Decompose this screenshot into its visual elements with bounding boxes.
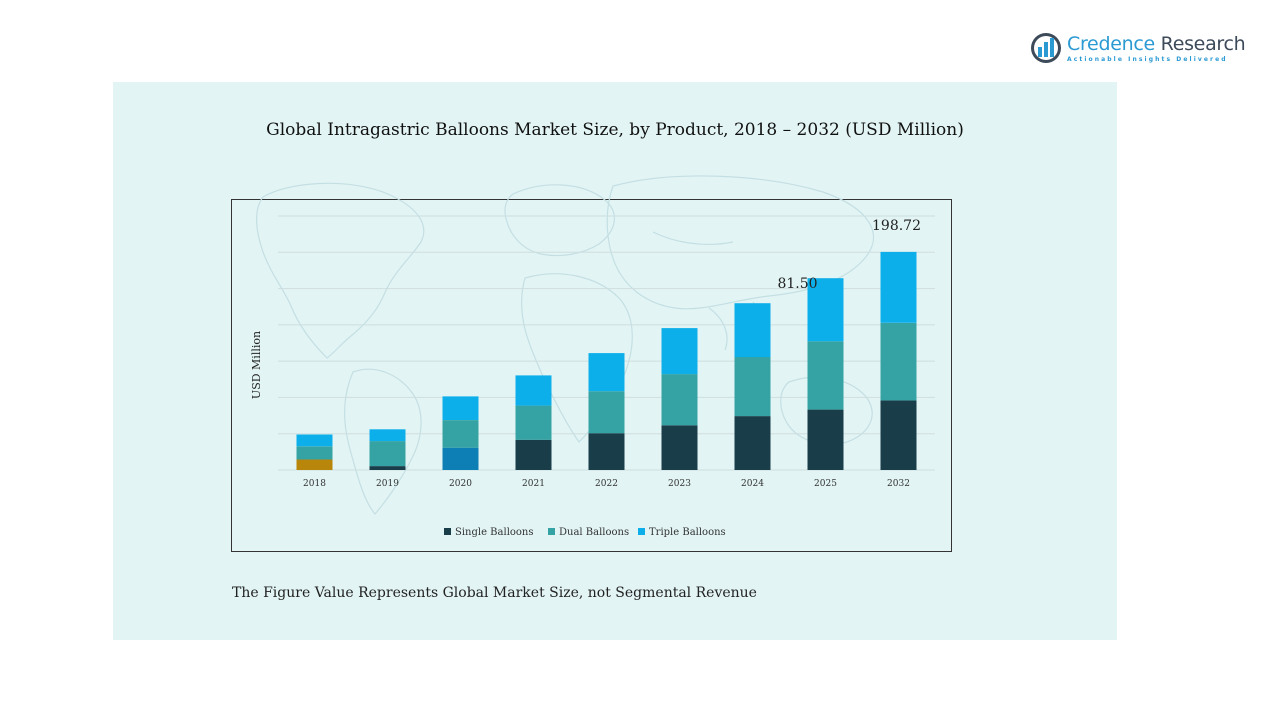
- x-tick-label: 2018: [303, 479, 326, 489]
- brand-name-part2: Research: [1160, 33, 1246, 55]
- bar-triple-balloons-2022: [588, 353, 625, 392]
- x-axis-ticks: 2018 2019 2020 2021 2022 2023 2024 2025 2032: [303, 479, 910, 489]
- bar-dual-balloons-2019: [369, 441, 406, 467]
- x-tick-label: 2019: [376, 479, 399, 489]
- bar-triple-balloons-2019: [369, 429, 406, 442]
- bar-dual-balloons-2021: [515, 405, 552, 440]
- bar-dual-balloons-2020: [442, 420, 479, 448]
- bar-triple-balloons-2025: [807, 278, 844, 342]
- x-tick-label: 2020: [449, 479, 472, 489]
- bar-triple-balloons-2021: [515, 375, 552, 406]
- brand-logo: Credence Research Actionable Insights De…: [1030, 32, 1246, 66]
- brand-name-part1: Credence: [1067, 33, 1155, 55]
- bar-dual-balloons-2018: [296, 446, 333, 460]
- legend-label-dual-balloons: Dual Balloons: [559, 527, 629, 538]
- bar-triple-balloons-2018: [296, 434, 333, 447]
- bar-triple-balloons-2020: [442, 396, 479, 420]
- x-tick-label: 2032: [887, 479, 910, 489]
- world-map-background: [256, 175, 875, 515]
- bar-dual-balloons-2024: [734, 357, 771, 417]
- legend-label-triple-balloons: Triple Balloons: [649, 527, 726, 538]
- x-tick-label: 2022: [595, 479, 618, 489]
- y-axis-label: USD Million: [250, 331, 263, 399]
- bar-dual-balloons-2022: [588, 391, 625, 434]
- bar-triple-balloons-2024: [734, 303, 771, 358]
- chart-panel: Global Intragastric Balloons Market Size…: [113, 82, 1117, 640]
- legend-swatch-dual-balloons: [548, 528, 555, 535]
- bar-single-balloons-2025: [807, 409, 844, 470]
- x-tick-label: 2025: [814, 479, 837, 489]
- bar-single-balloons-2024: [734, 416, 771, 470]
- legend-swatch-triple-balloons: [638, 528, 645, 535]
- plot-frame: [231, 199, 952, 552]
- data-label-2025: 81.50: [777, 276, 817, 292]
- legend-label-single-balloons: Single Balloons: [455, 527, 534, 538]
- bar-dual-balloons-2023: [661, 374, 698, 426]
- legend-swatch-single-balloons: [444, 528, 451, 535]
- x-tick-label: 2021: [522, 479, 545, 489]
- brand-tagline: Actionable Insights Delivered: [1067, 56, 1228, 63]
- bar-dual-balloons-2025: [807, 341, 844, 410]
- bar-single-balloons-2020: [442, 447, 479, 470]
- bar-single-balloons-2021: [515, 439, 552, 470]
- bar-single-balloons-2018: [296, 459, 333, 470]
- bar-single-balloons-2022: [588, 433, 625, 470]
- chart-bars: [296, 251, 917, 470]
- bar-single-balloons-2019: [369, 466, 406, 470]
- chart-title: Global Intragastric Balloons Market Size…: [266, 120, 964, 140]
- chart-annotations: 81.50 198.72: [777, 218, 921, 292]
- x-tick-label: 2024: [741, 479, 764, 489]
- data-label-2032: 198.72: [872, 218, 921, 234]
- bar-triple-balloons-2032: [880, 251, 917, 323]
- bar-single-balloons-2032: [880, 400, 917, 470]
- stacked-bar-chart: USD Million 2018 2019 2020 2021 2022 2023 2024…: [250, 175, 935, 538]
- bar-triple-balloons-2023: [661, 328, 698, 375]
- footnote: The Figure Value Represents Global Marke…: [232, 585, 757, 601]
- bar-dual-balloons-2032: [880, 322, 917, 401]
- x-tick-label: 2023: [668, 479, 691, 489]
- bar-single-balloons-2023: [661, 425, 698, 470]
- bar-chart-circle-icon: [1031, 33, 1061, 63]
- brand-name: Credence Research: [1067, 33, 1246, 55]
- chart-legend: Single Balloons Dual Balloons Triple Ballo…: [444, 527, 726, 538]
